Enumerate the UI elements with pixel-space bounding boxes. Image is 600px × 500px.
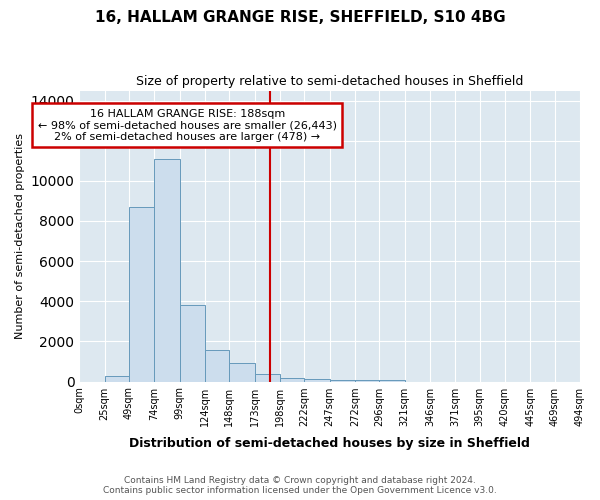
Text: Contains HM Land Registry data © Crown copyright and database right 2024.
Contai: Contains HM Land Registry data © Crown c…	[103, 476, 497, 495]
Bar	[104, 376, 129, 382]
Bar	[280, 378, 304, 382]
Bar	[205, 350, 229, 382]
Text: 16, HALLAM GRANGE RISE, SHEFFIELD, S10 4BG: 16, HALLAM GRANGE RISE, SHEFFIELD, S10 4…	[95, 10, 505, 25]
Bar	[154, 159, 179, 382]
Y-axis label: Number of semi-detached properties: Number of semi-detached properties	[15, 133, 25, 339]
Bar	[179, 306, 205, 382]
X-axis label: Distribution of semi-detached houses by size in Sheffield: Distribution of semi-detached houses by …	[129, 437, 530, 450]
Text: 16 HALLAM GRANGE RISE: 188sqm
← 98% of semi-detached houses are smaller (26,443): 16 HALLAM GRANGE RISE: 188sqm ← 98% of s…	[38, 108, 337, 142]
Bar	[355, 380, 379, 382]
Bar	[229, 364, 254, 382]
Bar	[254, 374, 280, 382]
Bar	[304, 378, 329, 382]
Bar	[329, 380, 355, 382]
Title: Size of property relative to semi-detached houses in Sheffield: Size of property relative to semi-detach…	[136, 75, 523, 88]
Bar	[379, 380, 404, 382]
Bar	[129, 207, 154, 382]
